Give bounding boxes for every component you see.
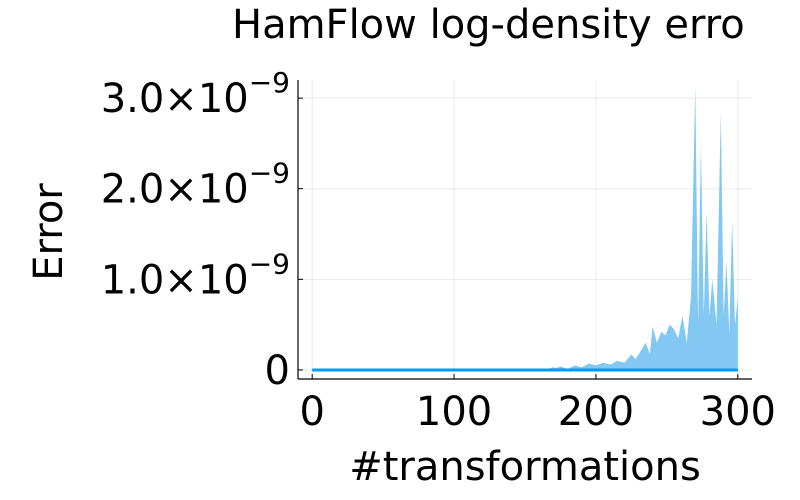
- axes: [297, 80, 752, 380]
- x-tick-label: 100: [416, 389, 492, 435]
- y-tick-label: 0: [265, 348, 290, 394]
- x-tick-label: 200: [558, 389, 634, 435]
- y-tick-label: 3.0×10−9: [101, 66, 290, 122]
- chart-title: HamFlow log-density erro: [232, 2, 745, 48]
- x-tick-label: 0: [299, 389, 324, 435]
- plot-area: [312, 84, 738, 372]
- y-tick-label: 1.0×10−9: [101, 247, 290, 303]
- series-area: [312, 84, 738, 370]
- x-axis-label: #transformations: [349, 444, 701, 490]
- x-tick-label: 300: [700, 389, 776, 435]
- y-tick-label: 2.0×10−9: [101, 157, 290, 213]
- y-axis-label: Error: [26, 183, 72, 281]
- tick-labels: 0 100 200 300 0 1.0×10−9 2.0×10−9 3.0×10−9: [101, 66, 776, 435]
